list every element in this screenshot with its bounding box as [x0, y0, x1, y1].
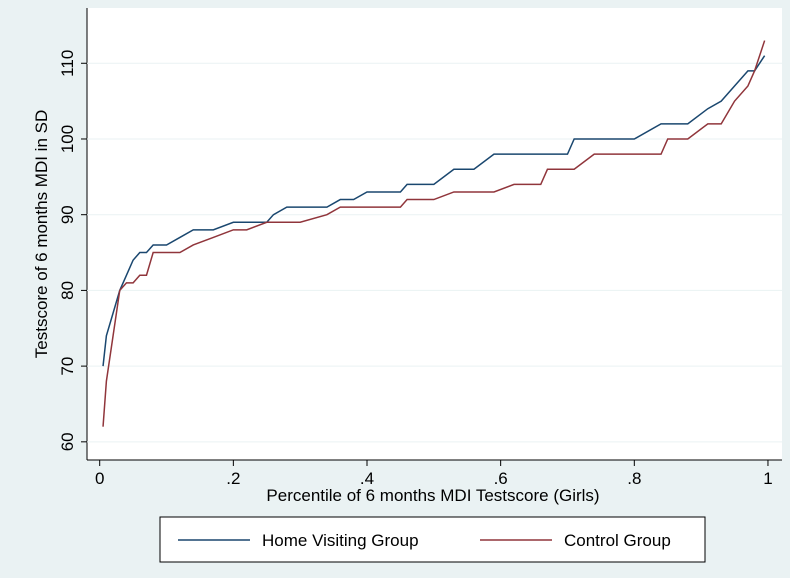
y-tick-label: 110 [58, 50, 77, 77]
y-tick-label: 70 [58, 357, 77, 376]
x-tick-label: 1 [763, 469, 772, 488]
legend [159, 516, 706, 563]
legend-label: Control Group [564, 531, 671, 550]
y-tick-label: 100 [58, 125, 77, 153]
x-tick-label: .6 [494, 469, 508, 488]
x-tick-label: .4 [360, 469, 374, 488]
series-line [102, 40, 766, 427]
y-axis-title: Testscore of 6 months MDI in SD [32, 110, 51, 358]
plot-area [87, 8, 782, 460]
y-tick-label: 60 [58, 432, 77, 451]
y-tick-label: 80 [58, 281, 77, 300]
x-axis-title: Percentile of 6 months MDI Testscore (Gi… [266, 486, 599, 505]
x-tick-label: .2 [226, 469, 240, 488]
x-tick-label: .8 [627, 469, 641, 488]
y-tick-label: 90 [58, 205, 77, 224]
series-line [102, 55, 766, 367]
x-tick-label: 0 [95, 469, 104, 488]
legend-label: Home Visiting Group [262, 531, 419, 550]
